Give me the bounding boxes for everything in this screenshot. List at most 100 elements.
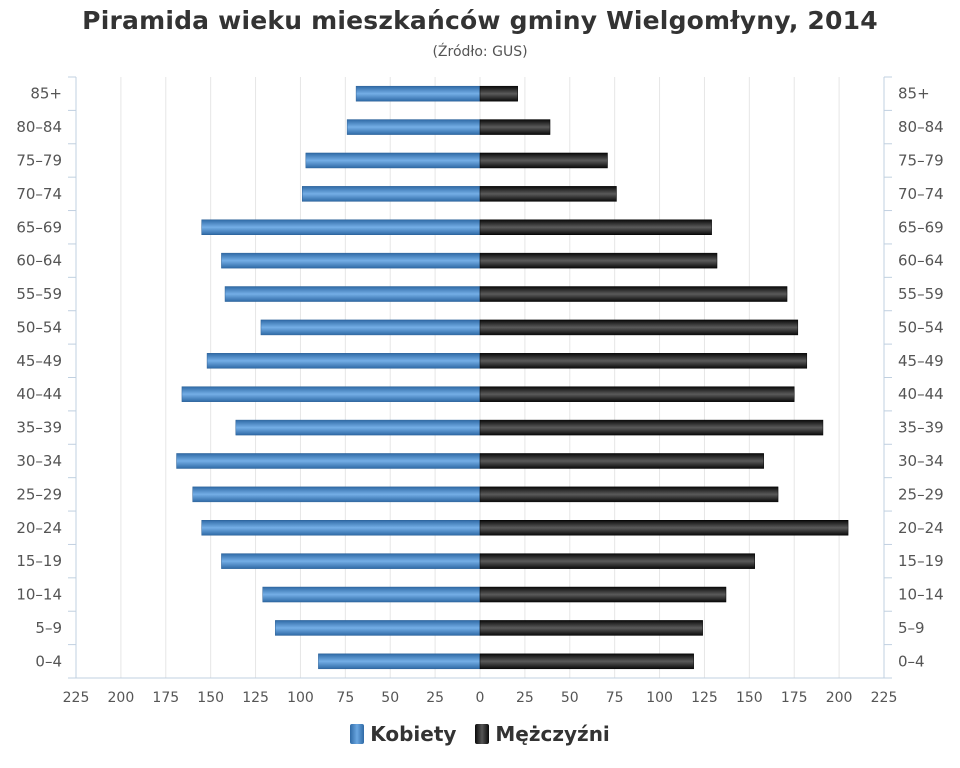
x-tick-label: 0 (476, 690, 485, 706)
y-tick-label-left: 60–64 (16, 252, 62, 270)
bar-female (192, 486, 481, 503)
y-tick-label-left: 5–9 (35, 619, 62, 637)
y-tick-label-right: 75–79 (898, 151, 944, 169)
bar-female (181, 386, 481, 402)
bar-male (479, 353, 808, 369)
bar-female (262, 586, 481, 603)
bar-male (479, 486, 779, 503)
x-tick-label: 125 (691, 690, 718, 706)
y-tick-label-right: 5–9 (898, 619, 925, 637)
y-tick-label-left: 0–4 (35, 652, 62, 670)
bar-female (201, 520, 481, 536)
bar-female (176, 453, 481, 469)
chart-subtitle: (Źródło: GUS) (432, 44, 528, 60)
legend-label-male: Mężczyźni (495, 722, 610, 746)
legend-label-female: Kobiety (370, 722, 457, 746)
bar-female (201, 219, 481, 235)
bar-male (479, 119, 551, 135)
x-tick-label: 200 (826, 690, 853, 706)
grid-lines (120, 77, 840, 678)
bar-female (275, 620, 481, 636)
bar-female (318, 653, 481, 670)
x-tick-label: 150 (197, 690, 224, 706)
bar-male (479, 419, 824, 436)
y-tick-label-left: 10–14 (16, 586, 62, 604)
y-tick-label-right: 40–44 (898, 385, 944, 403)
y-tick-label-left: 30–34 (16, 452, 62, 470)
axis-labels: 225 200 175 150 125 100 75 50 25 0 25 50 75 100 125 150… (16, 76, 944, 706)
y-tick-label-left: 65–69 (16, 218, 62, 236)
x-tick-label: 150 (736, 690, 763, 706)
y-tick-label-right: 10–14 (898, 586, 944, 604)
chart-title: Piramida wieku mieszkańców gminy Wielgom… (82, 6, 878, 35)
y-tick-label-left: 45–49 (16, 352, 62, 370)
x-tick-label: 50 (561, 690, 579, 706)
y-tick-label-right: 70–74 (898, 185, 944, 203)
y-tick-label-left: 75–79 (16, 151, 62, 169)
bar-male (479, 152, 608, 169)
y-tick-label-right: 55–59 (898, 285, 944, 303)
y-tick-label-right: 80–84 (898, 118, 944, 136)
legend: Kobiety Mężczyźni (0, 722, 960, 749)
legend-swatch-female (350, 724, 365, 744)
bar-female (305, 152, 481, 169)
bar-male (479, 620, 703, 636)
y-tick-label-left: 40–44 (16, 385, 62, 403)
y-tick-label-right: 85+ (898, 85, 930, 103)
x-tick-label: 50 (381, 690, 399, 706)
bars (176, 85, 849, 670)
bar-female (206, 353, 481, 369)
y-tick-label-right: 15–19 (898, 552, 944, 570)
bar-male (479, 286, 788, 302)
y-tick-label-left: 55–59 (16, 285, 62, 303)
bar-female (221, 553, 481, 569)
y-tick-label-right: 30–34 (898, 452, 944, 470)
y-tick-label-left: 85+ (30, 85, 62, 103)
y-tick-label-right: 0–4 (898, 652, 925, 670)
bar-female (235, 419, 481, 436)
bar-male (479, 553, 755, 569)
y-tick-label-right: 50–54 (898, 318, 944, 336)
legend-item-female[interactable]: Kobiety (350, 722, 456, 746)
bar-male (479, 520, 849, 536)
bar-female (301, 186, 481, 202)
x-tick-label: 75 (336, 690, 354, 706)
x-tick-label: 100 (646, 690, 673, 706)
y-tick-label-left: 15–19 (16, 552, 62, 570)
y-tick-label-right: 25–29 (898, 485, 944, 503)
bar-male (479, 319, 799, 336)
legend-swatch-male (475, 724, 490, 744)
x-tick-label: 25 (426, 690, 444, 706)
bar-female (221, 252, 481, 269)
bar-male (479, 453, 764, 469)
y-tick-label-left: 50–54 (16, 318, 62, 336)
bar-male (479, 186, 617, 202)
x-tick-label: 125 (242, 690, 269, 706)
x-tick-label: 100 (287, 690, 314, 706)
bar-male (479, 586, 727, 603)
y-tick-label-right: 35–39 (898, 419, 944, 437)
x-tick-label: 75 (606, 690, 624, 706)
bar-male (479, 252, 718, 269)
x-tick-label: 200 (108, 690, 135, 706)
x-tick-label: 225 (63, 690, 90, 706)
y-tick-label-left: 80–84 (16, 118, 62, 136)
y-tick-label-right: 45–49 (898, 352, 944, 370)
legend-item-male[interactable]: Mężczyźni (475, 722, 610, 746)
y-tick-label-right: 20–24 (898, 519, 944, 537)
y-tick-label-left: 25–29 (16, 485, 62, 503)
bar-male (479, 386, 795, 402)
bar-male (479, 653, 694, 670)
bar-female (224, 286, 481, 302)
y-tick-label-right: 65–69 (898, 218, 944, 236)
x-tick-label: 25 (516, 690, 534, 706)
x-tick-label: 225 (871, 690, 898, 706)
y-tick-label-right: 60–64 (898, 252, 944, 270)
bar-female (355, 85, 481, 102)
x-tick-label: 175 (152, 690, 179, 706)
bar-female (260, 319, 481, 336)
y-tick-label-left: 35–39 (16, 419, 62, 437)
bar-female (346, 119, 481, 135)
y-tick-label-left: 20–24 (16, 519, 62, 537)
